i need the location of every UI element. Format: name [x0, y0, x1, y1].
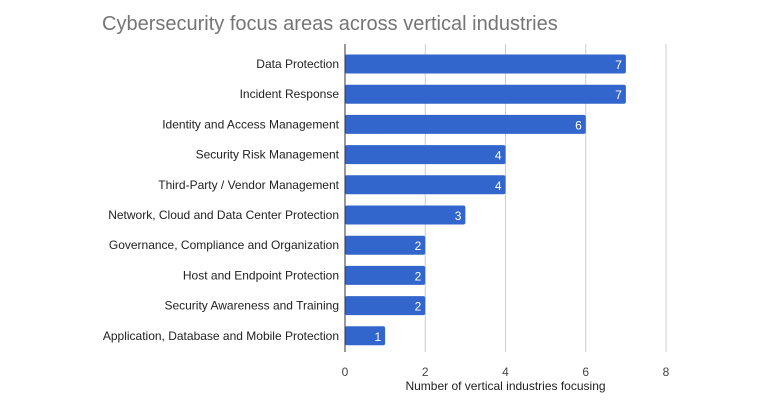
category-label-0: Data Protection — [256, 57, 339, 71]
bar-2 — [345, 114, 586, 134]
x-tick-label-2: 2 — [422, 365, 429, 379]
bar-8 — [345, 296, 426, 316]
bar-9 — [345, 326, 386, 346]
value-label-6: 2 — [415, 239, 422, 253]
category-label-4: Third-Party / Vendor Management — [158, 178, 339, 192]
bar-5 — [345, 205, 466, 225]
category-label-9: Application, Database and Mobile Protect… — [103, 329, 339, 343]
category-label-2: Identity and Access Management — [162, 117, 339, 131]
value-label-4: 4 — [495, 179, 502, 193]
bar-3 — [345, 145, 506, 165]
value-label-3: 4 — [495, 149, 502, 163]
category-label-1: Incident Response — [240, 87, 340, 101]
category-label-3: Security Risk Management — [196, 148, 340, 162]
bar-4 — [345, 175, 506, 195]
x-tick-label-6: 6 — [582, 365, 589, 379]
category-label-8: Security Awareness and Training — [164, 299, 339, 313]
category-label-7: Host and Endpoint Protection — [183, 268, 339, 282]
category-label-6: Governance, Compliance and Organization — [109, 238, 339, 252]
bar-0 — [345, 54, 626, 74]
x-tick-label-0: 0 — [342, 365, 349, 379]
value-label-5: 3 — [455, 209, 462, 223]
value-label-1: 7 — [615, 88, 622, 102]
bar-7 — [345, 265, 426, 285]
x-tick-label-4: 4 — [502, 365, 509, 379]
value-label-9: 1 — [374, 330, 381, 344]
value-label-0: 7 — [615, 58, 622, 72]
value-label-2: 6 — [575, 118, 582, 132]
bar-6 — [345, 235, 426, 255]
x-tick-label-8: 8 — [663, 365, 670, 379]
bar-1 — [345, 84, 626, 104]
x-axis-title: Number of vertical industries focusing — [405, 379, 605, 393]
value-label-7: 2 — [415, 269, 422, 283]
chart-title: Cybersecurity focus areas across vertica… — [102, 13, 558, 35]
value-label-8: 2 — [415, 300, 422, 314]
category-label-5: Network, Cloud and Data Center Protectio… — [108, 208, 339, 222]
